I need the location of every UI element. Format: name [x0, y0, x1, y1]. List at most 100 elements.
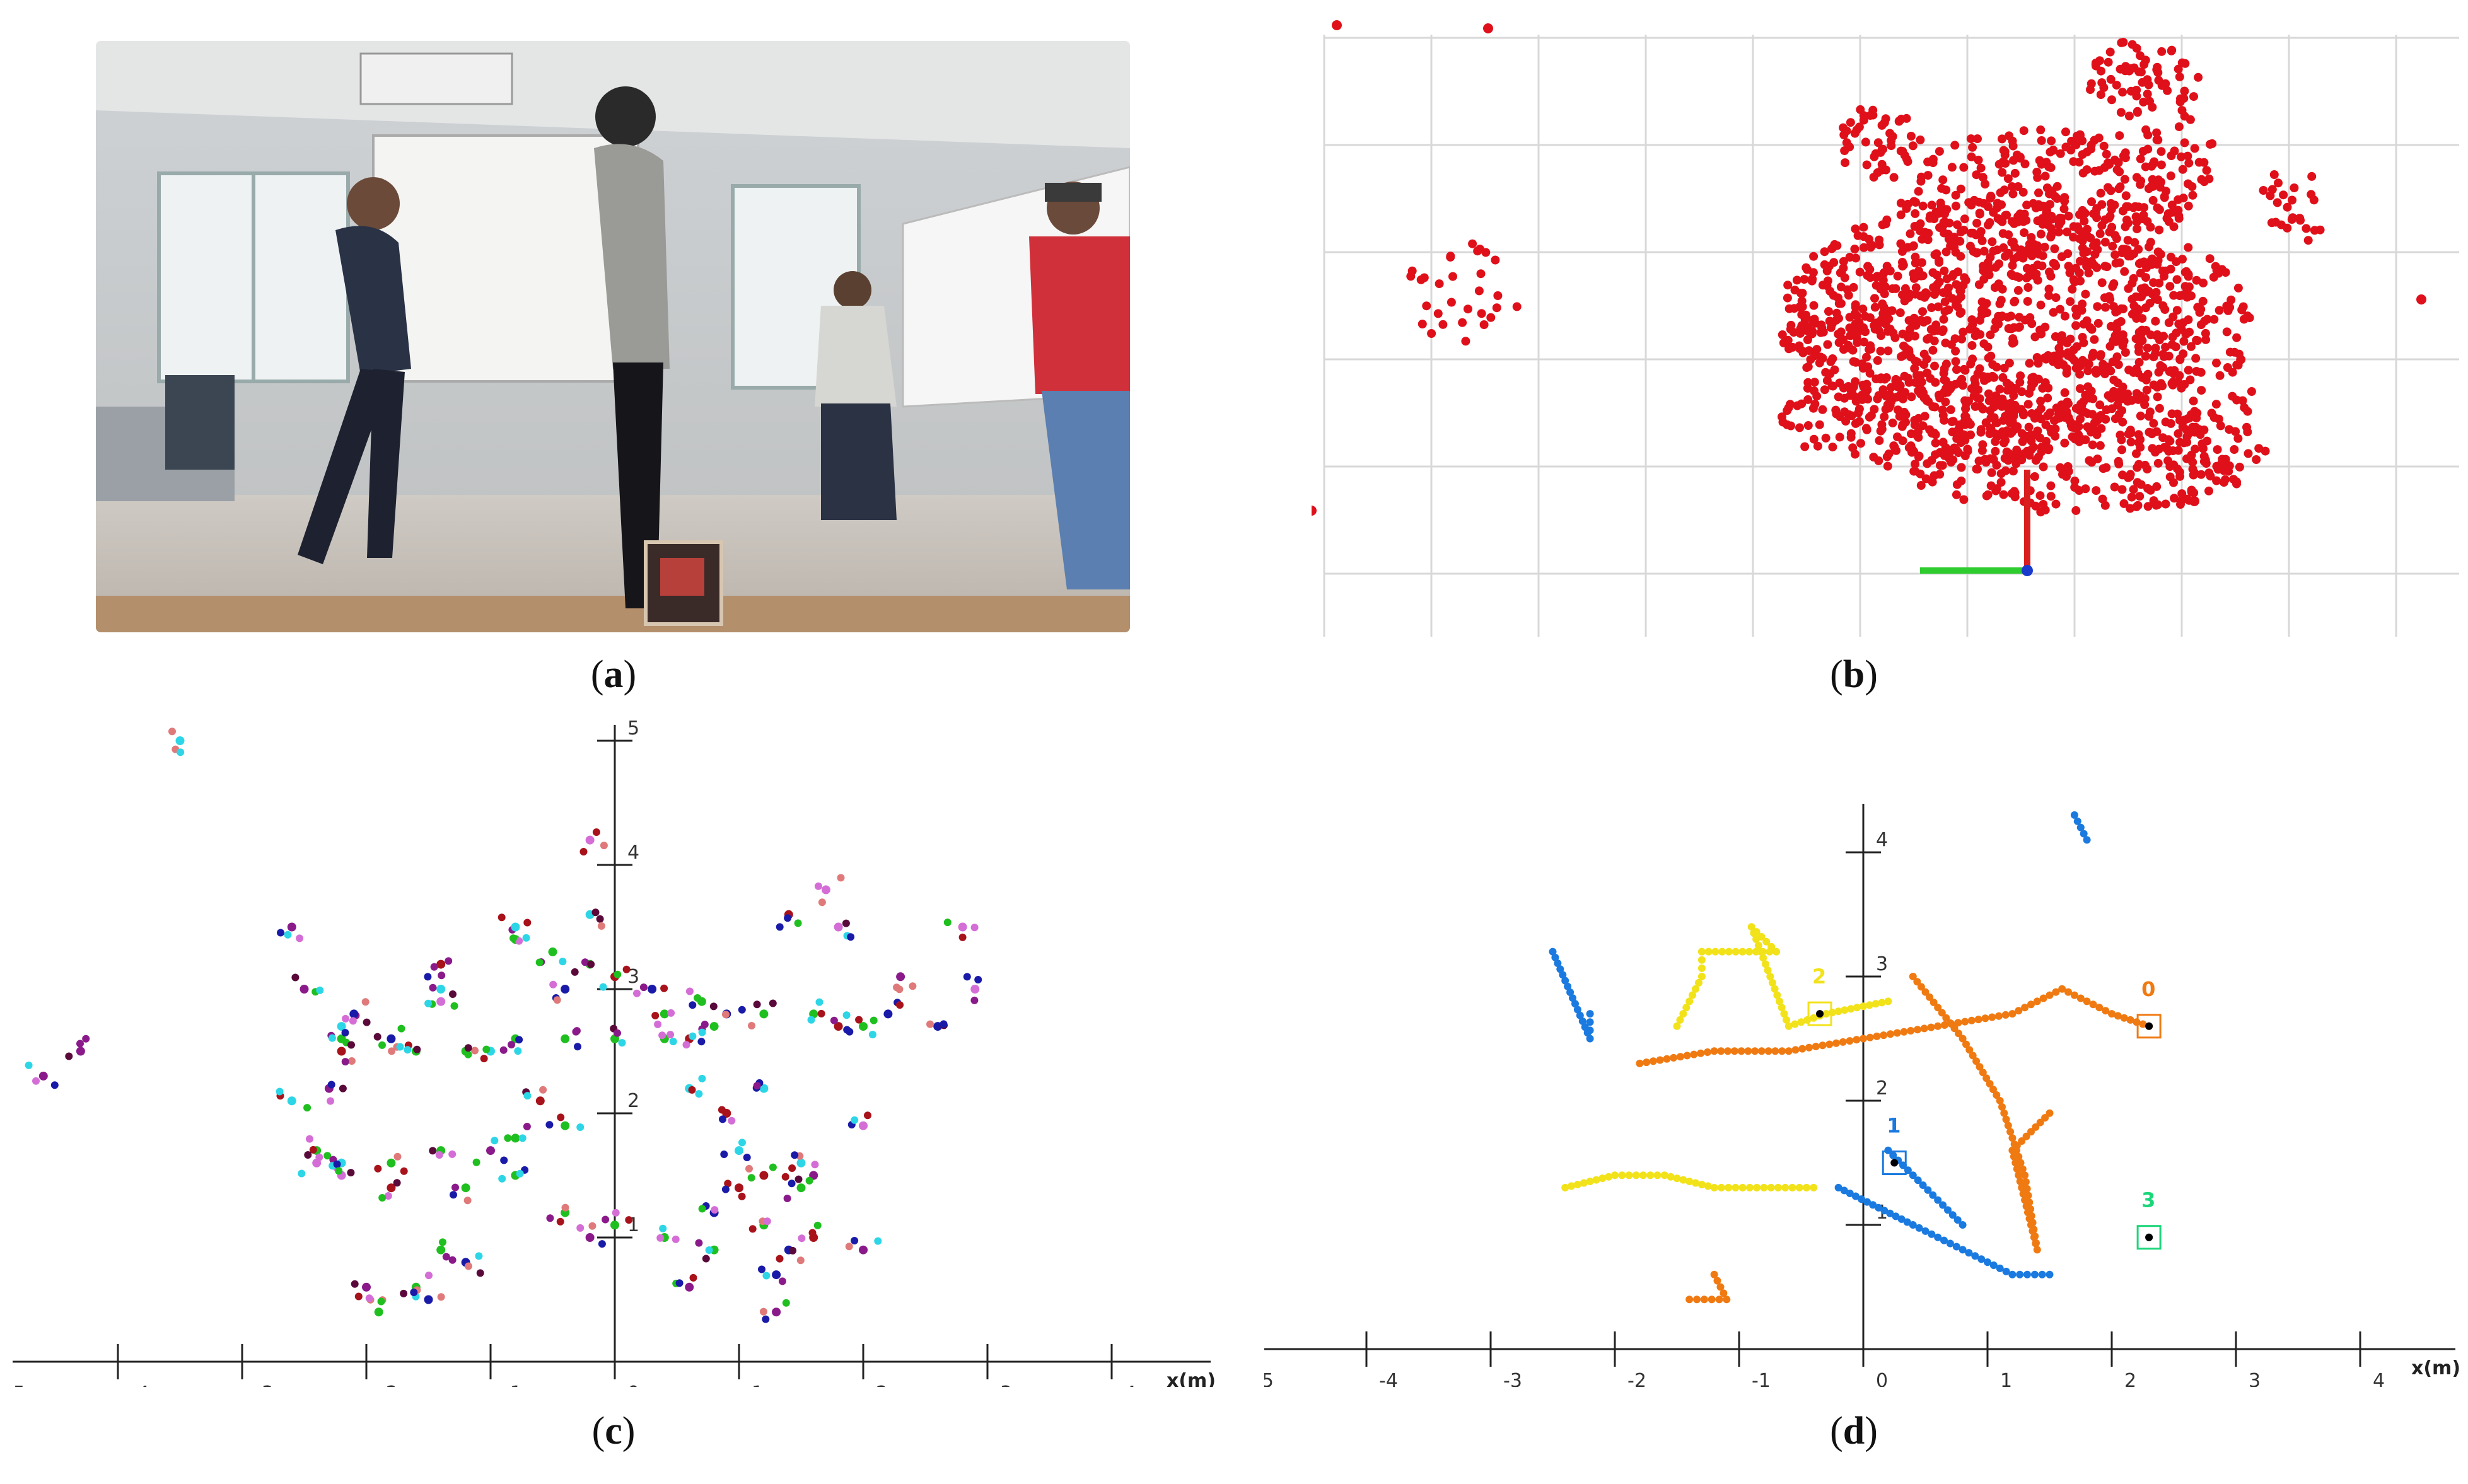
cloud-point	[2089, 260, 2098, 270]
cloud-point	[2124, 284, 2133, 293]
plot-d-point	[1710, 1047, 1718, 1055]
plot-c-point	[342, 1014, 349, 1023]
plot-d-point	[1573, 1006, 1581, 1014]
plot-d-point	[1875, 1203, 1883, 1212]
plot-d-point	[1747, 923, 1755, 931]
cloud-point	[2169, 291, 2179, 300]
cloud-point	[2023, 283, 2033, 292]
cloud-point	[1928, 154, 1938, 164]
plot-d-point	[1762, 937, 1771, 946]
cloud-point	[1796, 289, 1805, 298]
plot-c-point	[337, 1046, 346, 1056]
plot-d-point	[1667, 1173, 1675, 1181]
cloud-point	[2040, 378, 2050, 387]
plot-c-point	[753, 1082, 761, 1090]
cloud-point	[2175, 472, 2185, 481]
cloud-point	[1783, 293, 1792, 303]
plot-d-point	[1568, 1182, 1576, 1190]
cloud-point	[2033, 426, 2042, 436]
cloud-point	[1846, 429, 1856, 438]
cloud-point	[1433, 309, 1443, 318]
plot-c-point	[429, 1147, 437, 1155]
cloud-point	[2219, 466, 2228, 475]
plot-d-point	[1989, 1086, 1997, 1094]
plot-d-point	[1853, 1004, 1861, 1012]
plot-c-point	[689, 1273, 697, 1282]
cloud-point	[1904, 347, 1914, 357]
cloud-point	[2175, 438, 2185, 447]
cloud-point	[2038, 251, 2047, 260]
cloud-point	[2088, 440, 2097, 449]
cloud-point	[2081, 484, 2090, 494]
cloud-point	[2221, 455, 2230, 464]
plot-d-point	[2030, 1233, 2038, 1241]
plot-d-point	[1893, 1029, 1901, 1037]
cloud-point	[2087, 197, 2096, 206]
cloud-point	[2222, 327, 2232, 337]
cloud-point	[1874, 456, 1883, 465]
plot-c-point	[610, 1220, 619, 1230]
cloud-point	[1481, 248, 1491, 257]
plot-d-x-tick-label: 2	[2124, 1370, 2136, 1387]
cloud-point	[1858, 359, 1867, 369]
cloud-point	[1921, 474, 1931, 484]
cloud-point	[2075, 130, 2085, 139]
cloud-point	[2071, 264, 2081, 273]
cloud-point	[1422, 301, 1431, 311]
cloud-point	[1897, 246, 1907, 256]
cloud-point	[2269, 170, 2279, 179]
cloud-point	[2085, 456, 2094, 465]
cloud-point	[2012, 445, 2022, 455]
cloud-point	[2157, 81, 2167, 90]
cloud-point	[2170, 494, 2179, 503]
cloud-point	[2015, 313, 2024, 322]
cloud-point	[1911, 356, 1920, 366]
plot-d-point	[1571, 1000, 1579, 1008]
plot-c-point	[504, 1134, 512, 1142]
plot-c-point	[561, 1034, 570, 1043]
plot-c-point	[660, 1009, 669, 1019]
plot-d-point	[1927, 1023, 1935, 1031]
cloud-point	[2046, 233, 2056, 241]
plot-d-point	[2022, 1132, 2030, 1140]
plot-c-point	[805, 1176, 813, 1185]
cloud-point	[2107, 205, 2116, 214]
cloud-point	[1896, 146, 1906, 156]
plot-d-point	[1720, 1289, 1728, 1297]
cloud-point	[1810, 386, 1819, 395]
cloud-point	[2165, 436, 2175, 446]
plot-c-point	[451, 1183, 459, 1191]
cloud-point	[2177, 152, 2186, 161]
cloud-point	[2184, 158, 2194, 168]
plot-c-point	[778, 1277, 786, 1285]
cloud-point	[2154, 444, 2163, 454]
cloud-point	[1979, 262, 1988, 271]
plot-d-point	[1884, 997, 1892, 1006]
plot-d-point	[1841, 1006, 1849, 1014]
cloud-point	[2143, 369, 2153, 379]
cloud-point	[1993, 431, 2003, 441]
cloud-point	[2183, 151, 2192, 161]
plot-d-point	[1892, 1212, 1900, 1220]
cloud-point	[1933, 302, 1943, 311]
cloud-point	[2164, 446, 2174, 456]
cloud-point	[2183, 414, 2192, 423]
plot-d-point	[1738, 948, 1747, 956]
plot-c-point	[591, 908, 600, 917]
cloud-point	[1938, 175, 1948, 185]
cloud-point	[2064, 262, 2073, 271]
cloud-point	[2044, 444, 2054, 453]
plot-d-point	[1723, 1296, 1731, 1304]
cloud-point	[2136, 154, 2145, 164]
cloud-point	[2034, 188, 2043, 197]
plot-c-point	[436, 997, 446, 1006]
cloud-point	[2003, 456, 2013, 465]
cloud-point	[2193, 303, 2203, 312]
cloud-point	[2013, 286, 2023, 295]
plot-d-point	[2039, 994, 2047, 1002]
plot-d-point	[1919, 1181, 1927, 1189]
cloud-point	[1946, 405, 1955, 414]
plot-d-point	[1791, 1046, 1800, 1054]
plot-d-point	[1834, 1183, 1842, 1191]
cloud-point	[2093, 302, 2102, 311]
